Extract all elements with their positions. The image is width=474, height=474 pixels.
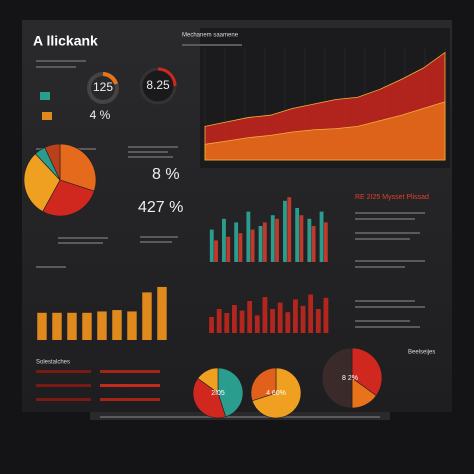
bar	[254, 315, 260, 333]
bar	[307, 218, 312, 262]
pie-slice	[192, 377, 227, 419]
bar	[300, 305, 306, 333]
gauge-value: 125	[93, 80, 113, 94]
gauge-arc	[157, 67, 177, 87]
bar	[262, 222, 267, 262]
bar	[239, 310, 245, 333]
side-title: RE 2I25 Mysset Plissad	[355, 194, 429, 201]
bar	[232, 305, 237, 333]
pie-slice	[197, 367, 219, 394]
bar	[285, 312, 291, 333]
bar	[323, 222, 328, 262]
bar	[323, 297, 329, 333]
subtitle: Mechanem saamene	[182, 33, 239, 39]
list-title: Solestalches	[36, 360, 70, 366]
area	[204, 101, 446, 161]
donut-label: 2I05	[211, 390, 225, 397]
pie-slice	[250, 367, 277, 402]
gauge-value: 4 %	[90, 108, 111, 122]
bar	[222, 218, 226, 262]
donut-labels: 2I05 4 60% 8 2%	[211, 375, 358, 397]
bar	[295, 208, 300, 262]
bar	[270, 309, 275, 333]
bar	[246, 211, 251, 262]
pie-slice	[251, 367, 302, 419]
bar	[238, 233, 243, 262]
bar	[52, 312, 62, 340]
pie-slice	[44, 143, 61, 181]
stat: 8 %	[152, 166, 180, 183]
bar	[209, 317, 214, 333]
bar	[97, 311, 107, 340]
pie-slice	[217, 367, 244, 418]
bar	[250, 229, 255, 262]
bar	[287, 197, 292, 262]
bar	[226, 236, 231, 262]
bar	[315, 309, 321, 333]
donut-label: 4 60%	[266, 390, 286, 397]
pie-slice	[59, 143, 97, 192]
pie-slice	[351, 347, 383, 397]
bar	[299, 215, 304, 262]
bar	[262, 297, 268, 333]
bar	[270, 215, 275, 262]
bar	[82, 312, 92, 340]
icon	[40, 92, 50, 100]
bar	[277, 302, 283, 333]
bar	[112, 310, 122, 340]
gauge-value: 8.25	[146, 78, 170, 92]
bar	[247, 301, 253, 333]
bar	[275, 218, 279, 262]
bar	[308, 294, 314, 333]
bar	[234, 222, 239, 262]
pie-slice	[42, 179, 95, 217]
bar	[37, 312, 47, 340]
bar	[293, 299, 298, 333]
stat: 427 %	[138, 199, 183, 216]
bar	[311, 226, 316, 262]
bar	[209, 229, 214, 262]
bar	[283, 200, 287, 262]
bar	[319, 211, 324, 262]
pie-slice	[23, 153, 61, 212]
bar	[224, 313, 230, 333]
donut-label: 8 2%	[342, 375, 358, 382]
bar	[258, 226, 263, 262]
bar	[67, 312, 77, 340]
charts	[23, 48, 446, 419]
bar	[127, 311, 137, 340]
pie-slice	[321, 347, 353, 409]
bar	[157, 286, 167, 340]
bar	[142, 292, 152, 340]
corner-title: Beelseijes	[408, 350, 435, 356]
glow-list	[36, 370, 160, 401]
gauge-arc	[102, 72, 118, 85]
title: A llickank	[33, 33, 98, 49]
bar	[214, 240, 218, 262]
bar	[216, 309, 222, 333]
icon	[42, 112, 52, 120]
